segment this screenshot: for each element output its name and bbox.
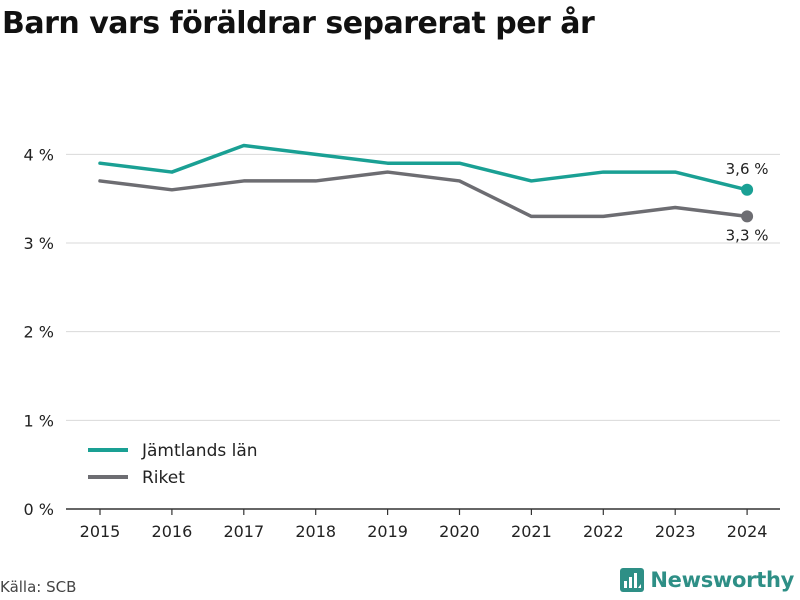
y-tick-label: 4 %: [24, 145, 54, 164]
x-tick-label: 2021: [511, 522, 552, 541]
x-tick-label: 2020: [439, 522, 480, 541]
x-tick-label: 2019: [367, 522, 408, 541]
x-tick-label: 2017: [223, 522, 264, 541]
legend: Jämtlands län Riket: [88, 441, 258, 488]
x-tick-label: 2023: [655, 522, 696, 541]
chart-title: Barn vars föräldrar separerat per år: [2, 6, 595, 41]
end-point-marker: [741, 183, 754, 196]
x-tick-label: 2016: [152, 522, 193, 541]
end-point-marker: [741, 210, 754, 223]
x-tick-label: 2024: [727, 522, 768, 541]
gridlines: [66, 153, 780, 421]
brand-logo: Newsworthy: [620, 568, 794, 592]
y-axis-ticks: 0 % 1 % 2 % 3 % 4 %: [24, 145, 54, 519]
brand-name: Newsworthy: [650, 568, 794, 592]
series-lines: [98, 143, 749, 219]
x-tick-label: 2015: [80, 522, 121, 541]
end-value-label: 3,6 %: [726, 160, 769, 178]
newsworthy-icon: [620, 568, 645, 592]
x-tick-label: 2018: [295, 522, 336, 541]
legend-label: Jämtlands län: [141, 441, 258, 461]
end-value-label: 3,3 %: [726, 226, 769, 244]
y-tick-label: 3 %: [24, 234, 54, 253]
series-line-jamtland: [98, 143, 749, 192]
series-line-riket: [98, 170, 749, 219]
source-note: Källa: SCB: [0, 578, 77, 596]
y-tick-label: 1 %: [24, 411, 54, 430]
legend-label: Riket: [142, 468, 185, 488]
end-markers: 3,6 % 3,3 %: [726, 160, 769, 245]
y-tick-label: 0 %: [24, 500, 54, 519]
x-axis: 2015 2016 2017 2018 2019 2020 2021 2022 2023 2024: [66, 508, 780, 541]
y-tick-label: 2 %: [24, 323, 54, 342]
x-tick-label: 2022: [583, 522, 624, 541]
